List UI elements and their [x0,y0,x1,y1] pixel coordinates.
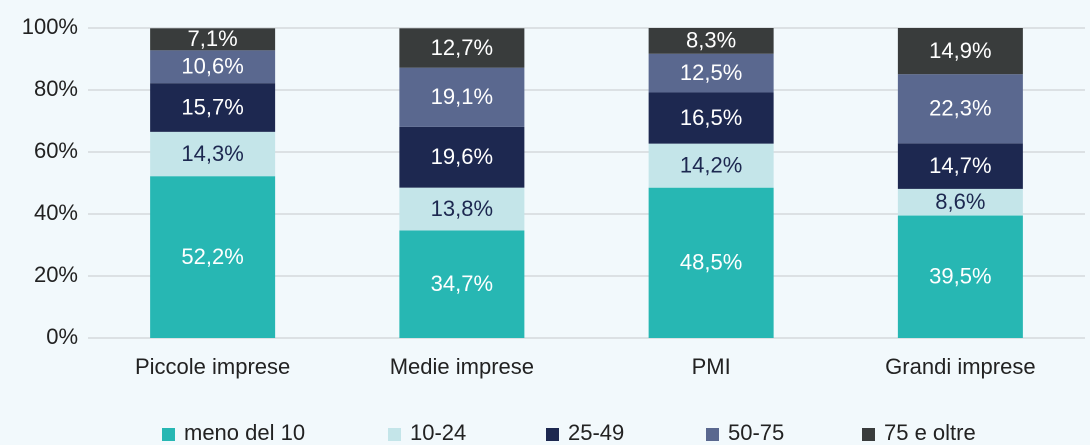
y-tick-label: 80% [34,76,78,101]
data-label: 12,7% [431,35,493,60]
bar-segment [399,230,525,338]
data-label: 10,6% [181,54,243,79]
x-tick-label: PMI [692,354,731,379]
data-label: 14,2% [680,152,742,177]
bar-segment [150,176,276,338]
data-label: 39,5% [929,264,991,289]
legend-label: 75 e oltre [884,420,976,445]
legend-swatch [546,428,559,441]
bar-segment [648,92,774,144]
x-tick-label: Medie imprese [390,354,534,379]
legend-swatch [162,428,175,441]
data-label: 14,9% [929,38,991,63]
y-tick-label: 20% [34,262,78,287]
bar-segment [648,143,774,188]
data-label: 15,7% [181,94,243,119]
bar-segment [897,188,1023,216]
x-tick-label: Grandi imprese [885,354,1035,379]
bar-segment [897,74,1023,144]
bar-segment [150,131,276,177]
bar-segment [897,28,1023,75]
bar-segment [897,215,1023,338]
data-label: 8,3% [686,28,736,53]
legend-label: 25-49 [568,420,624,445]
legend-label: 10-24 [410,420,466,445]
data-label: 8,6% [935,189,985,214]
bar-segment [150,28,276,51]
data-label: 12,5% [680,60,742,85]
data-label: 7,1% [188,26,238,51]
bar-segment [399,126,525,188]
x-tick-label: Piccole imprese [135,354,290,379]
y-tick-label: 40% [34,200,78,225]
data-label: 48,5% [680,250,742,275]
bar-segment [399,187,525,231]
legend-swatch [706,428,719,441]
bar-segment [399,67,525,127]
bar-segment [150,83,276,132]
data-label: 13,8% [431,196,493,221]
data-label: 22,3% [929,96,991,121]
data-label: 14,7% [929,153,991,178]
bar-segment [648,28,774,54]
legend-label: 50-75 [728,420,784,445]
data-label: 19,1% [431,84,493,109]
data-label: 52,2% [181,244,243,269]
bar-segment [648,187,774,338]
data-label: 34,7% [431,271,493,296]
data-label: 14,3% [181,141,243,166]
y-tick-label: 100% [22,14,78,39]
bar-segment [897,143,1023,189]
bar-segment [648,53,774,93]
legend-swatch [862,428,875,441]
y-tick-label: 60% [34,138,78,163]
data-label: 16,5% [680,105,742,130]
bar-segment [150,50,276,84]
legend-label: meno del 10 [184,420,305,445]
legend-swatch [388,428,401,441]
bar-segment [399,28,525,68]
y-tick-label: 0% [46,324,78,349]
data-label: 19,6% [431,144,493,169]
